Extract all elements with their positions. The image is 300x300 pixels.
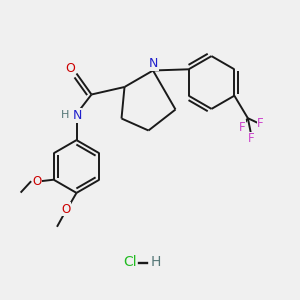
Text: F: F bbox=[248, 132, 255, 145]
Text: O: O bbox=[65, 61, 75, 75]
Text: H: H bbox=[61, 110, 69, 121]
Text: H: H bbox=[151, 256, 161, 269]
Text: F: F bbox=[239, 121, 246, 134]
Text: O: O bbox=[32, 175, 42, 188]
Text: N: N bbox=[149, 57, 158, 70]
Text: O: O bbox=[61, 203, 70, 216]
Text: N: N bbox=[72, 109, 82, 122]
Text: F: F bbox=[257, 117, 264, 130]
Text: Cl: Cl bbox=[124, 256, 137, 269]
